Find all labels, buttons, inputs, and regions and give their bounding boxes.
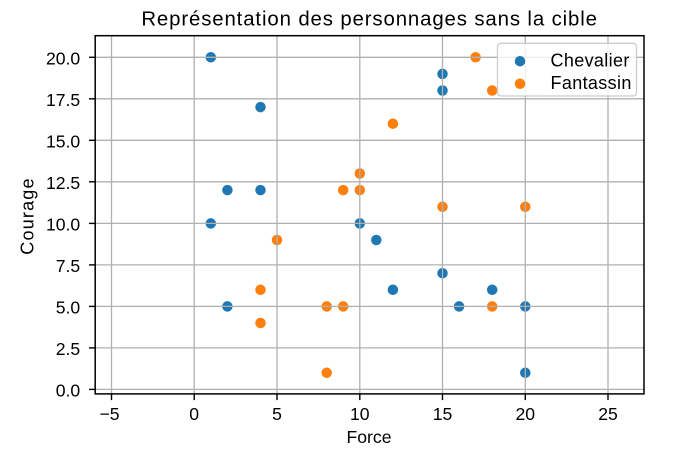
svg-text:5.0: 5.0 [56, 297, 81, 317]
svg-text:25: 25 [598, 404, 618, 424]
svg-text:12.5: 12.5 [46, 173, 80, 193]
svg-text:−5: −5 [99, 404, 119, 424]
svg-text:15: 15 [433, 404, 453, 424]
svg-text:Chevalier: Chevalier [551, 51, 630, 71]
svg-text:0.0: 0.0 [56, 380, 81, 400]
svg-text:0: 0 [189, 404, 199, 424]
svg-text:Fantassin: Fantassin [551, 73, 632, 93]
svg-text:Force: Force [347, 427, 392, 447]
svg-text:17.5: 17.5 [46, 90, 80, 110]
svg-text:10.0: 10.0 [46, 214, 80, 234]
svg-text:2.5: 2.5 [56, 339, 81, 359]
svg-text:7.5: 7.5 [56, 256, 81, 276]
svg-text:Courage: Courage [18, 177, 38, 254]
svg-text:20.0: 20.0 [46, 48, 80, 68]
svg-text:5: 5 [272, 404, 282, 424]
svg-text:15.0: 15.0 [46, 131, 80, 151]
svg-text:Représentation des personnages: Représentation des personnages sans la c… [141, 8, 598, 30]
svg-text:20: 20 [516, 404, 536, 424]
svg-text:10: 10 [350, 404, 370, 424]
